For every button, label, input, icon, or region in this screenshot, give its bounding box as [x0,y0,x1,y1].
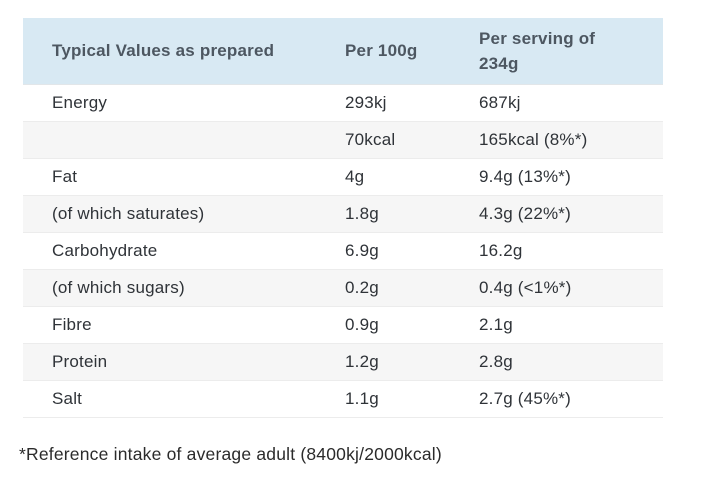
row-per-100g: 4g [345,167,365,186]
table-row-sugars: (of which sugars) 0.2g 0.4g (<1%*) [23,270,663,307]
table-row-energy-kj: Energy 293kj 687kj [23,85,663,122]
row-label: Carbohydrate [52,241,158,260]
row-per-serving: 4.3g (22%*) [479,204,571,223]
row-per-serving: 2.7g (45%*) [479,389,571,408]
row-label: (of which sugars) [52,278,185,297]
row-label: Protein [52,352,108,371]
row-per-serving: 687kj [479,93,521,112]
nutrition-table: Typical Values as prepared Per 100g Per … [23,18,663,418]
row-per-100g: 6.9g [345,241,379,260]
row-label: Salt [52,389,83,408]
row-per-100g: 0.9g [345,315,379,334]
table-row-protein: Protein 1.2g 2.8g [23,344,663,381]
row-label: Fat [52,167,78,186]
table-header-row: Typical Values as prepared Per 100g Per … [23,18,663,85]
header-per-100g: Per 100g [345,41,418,60]
row-per-100g: 1.1g [345,389,379,408]
row-per-100g: 293kj [345,93,387,112]
table-row-fibre: Fibre 0.9g 2.1g [23,307,663,344]
row-label: Energy [52,93,108,112]
row-per-100g: 70kcal [345,130,396,149]
row-per-100g: 1.2g [345,352,379,371]
header-per-serving: Per serving of 234g [479,26,663,77]
table-row-saturates: (of which saturates) 1.8g 4.3g (22%*) [23,196,663,233]
row-per-serving: 165kcal (8%*) [479,130,588,149]
table-row-salt: Salt 1.1g 2.7g (45%*) [23,381,663,418]
table-row-carbohydrate: Carbohydrate 6.9g 16.2g [23,233,663,270]
table-row-fat: Fat 4g 9.4g (13%*) [23,159,663,196]
row-per-100g: 1.8g [345,204,379,223]
table-row-energy-kcal: 70kcal 165kcal (8%*) [23,122,663,159]
row-per-serving: 2.8g [479,352,513,371]
row-label: Fibre [52,315,92,334]
header-typical-values: Typical Values as prepared [52,41,275,60]
row-per-serving: 16.2g [479,241,523,260]
row-label: (of which saturates) [52,204,205,223]
row-per-serving: 9.4g (13%*) [479,167,571,186]
row-per-100g: 0.2g [345,278,379,297]
reference-intake-footnote: *Reference intake of average adult (8400… [19,444,442,464]
row-per-serving: 2.1g [479,315,513,334]
row-per-serving: 0.4g (<1%*) [479,278,572,297]
header-per-serving-label: Per serving of 234g [479,28,596,74]
